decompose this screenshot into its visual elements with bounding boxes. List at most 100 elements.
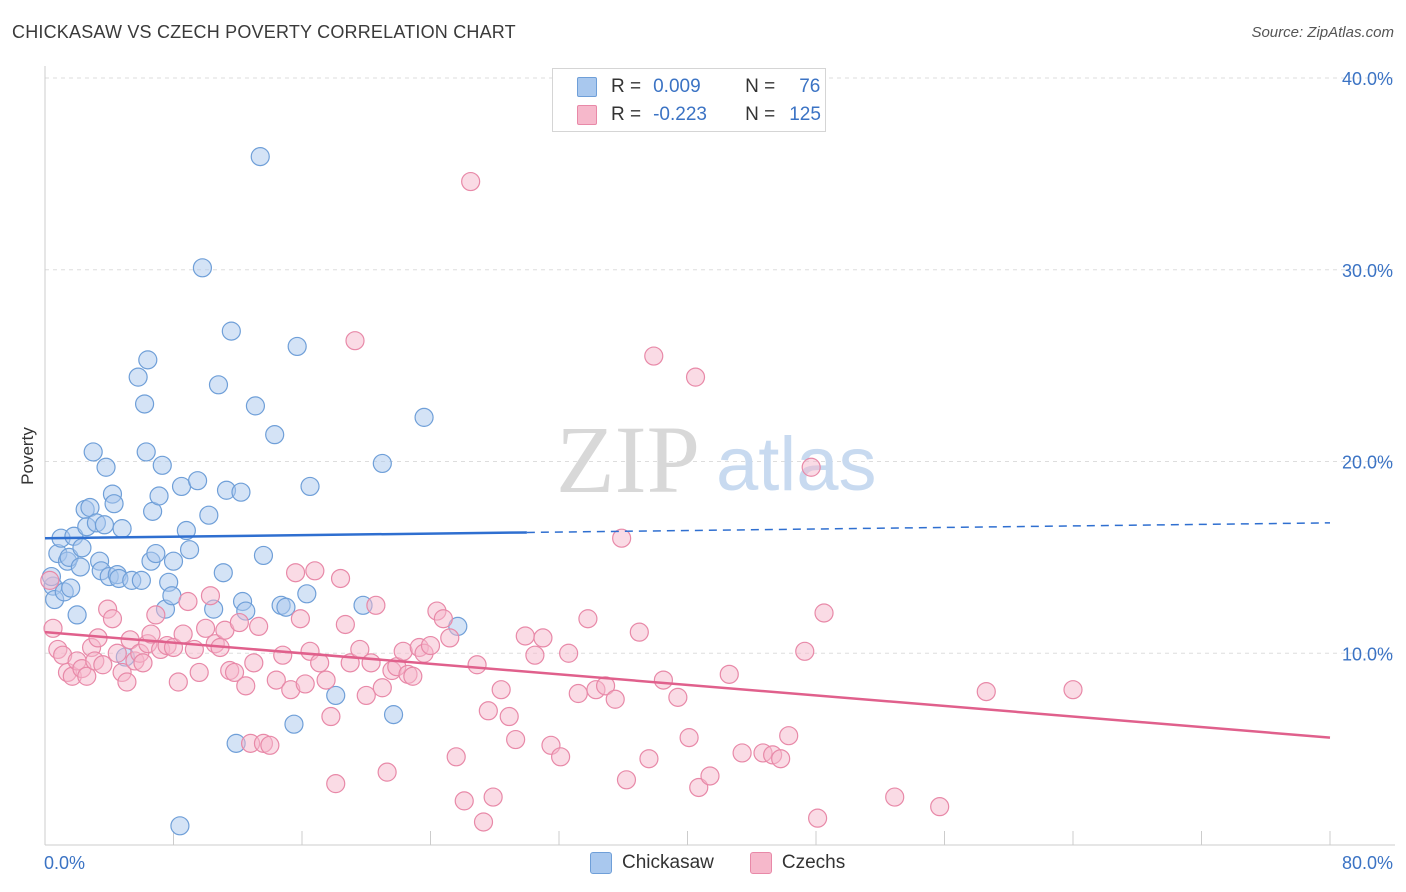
data-point <box>639 749 659 769</box>
data-point <box>284 714 304 734</box>
data-point <box>732 743 752 763</box>
data-point <box>483 787 503 807</box>
data-point <box>107 643 127 663</box>
data-point <box>138 350 158 370</box>
bottom-legend-swatch-czechs <box>749 852 772 874</box>
data-point <box>499 706 519 727</box>
data-point <box>77 666 97 686</box>
trend-lines <box>44 522 1331 739</box>
legend-swatch-czechs <box>577 105 597 125</box>
data-point <box>128 367 148 387</box>
data-point <box>199 505 219 525</box>
data-point <box>266 670 286 690</box>
data-point <box>96 457 116 477</box>
data-point <box>461 171 481 192</box>
data-point <box>372 678 392 698</box>
legend-n-value: 125 <box>789 104 821 125</box>
data-point <box>170 816 190 836</box>
data-point <box>689 777 709 798</box>
bottom-legend-label: Chickasaw <box>622 852 714 873</box>
data-point <box>795 641 815 661</box>
data-point <box>200 586 221 606</box>
data-point <box>136 442 156 462</box>
y-tick-label: 10.0% <box>1342 644 1393 664</box>
data-point <box>173 624 193 644</box>
data-point <box>525 645 545 665</box>
data-point <box>72 538 92 558</box>
data-point <box>356 685 376 706</box>
data-point <box>112 519 132 539</box>
data-point <box>300 476 320 497</box>
data-point <box>383 705 404 725</box>
watermark-zip: ZIP <box>556 406 700 513</box>
data-point <box>253 545 274 566</box>
data-point <box>685 367 706 387</box>
data-point <box>506 729 526 750</box>
data-point <box>187 471 208 491</box>
data-point <box>213 563 233 583</box>
data-point <box>265 425 285 445</box>
data-point <box>808 808 828 828</box>
data-point <box>467 655 487 675</box>
data-point <box>244 653 264 673</box>
data-point <box>801 457 821 477</box>
data-point <box>245 396 266 416</box>
data-point <box>168 672 188 692</box>
data-point <box>221 321 241 341</box>
data-point <box>260 735 280 755</box>
data-point <box>885 787 905 807</box>
data-point <box>629 622 649 642</box>
data-point <box>372 453 392 474</box>
data-point <box>779 726 799 746</box>
data-point <box>578 609 598 629</box>
data-point <box>533 628 553 648</box>
x-tick-label: 80.0% <box>1342 853 1393 873</box>
data-point <box>568 683 588 704</box>
data-point <box>335 614 355 635</box>
data-point <box>117 672 137 692</box>
data-point <box>446 747 466 767</box>
data-point <box>440 628 460 648</box>
bottom-legend-swatch-chickasaw <box>590 852 612 874</box>
data-point <box>131 570 151 590</box>
legend-n-label: N = <box>745 104 776 125</box>
data-point <box>295 674 315 694</box>
watermark-atlas: atlas <box>716 422 877 507</box>
data-point <box>814 603 834 623</box>
data-point <box>326 774 346 794</box>
data-point <box>178 591 198 612</box>
data-point <box>653 670 674 690</box>
data-point <box>719 664 739 684</box>
data-point <box>297 584 317 604</box>
data-point <box>420 635 441 656</box>
data-point <box>976 681 996 702</box>
data-point <box>326 685 346 706</box>
data-point <box>414 407 434 427</box>
data-point <box>189 662 209 683</box>
data-point <box>930 797 950 817</box>
data-point <box>515 626 535 646</box>
data-point <box>644 346 664 366</box>
legend-r-value: -0.223 <box>653 104 707 125</box>
data-point <box>1063 680 1083 700</box>
data-point <box>612 528 632 548</box>
data-point <box>152 455 172 475</box>
data-point <box>559 643 579 663</box>
data-point <box>176 520 196 541</box>
data-point <box>224 662 245 683</box>
data-point <box>491 680 511 700</box>
legend-r-value: 0.009 <box>653 76 701 97</box>
data-point <box>321 706 341 727</box>
data-point <box>61 578 81 598</box>
data-point <box>273 645 293 665</box>
data-point <box>250 147 270 167</box>
chart-title: CHICKASAW VS CZECH POVERTY CORRELATION C… <box>12 22 516 42</box>
data-point <box>771 749 791 769</box>
series-czechs <box>40 171 1083 832</box>
data-point <box>104 494 124 514</box>
data-point <box>102 609 123 629</box>
data-point <box>163 551 184 571</box>
data-point <box>196 618 216 638</box>
legend-n-label: N = <box>745 76 776 97</box>
legend-row-czechs: R = -0.223 N = 125 <box>577 103 821 127</box>
